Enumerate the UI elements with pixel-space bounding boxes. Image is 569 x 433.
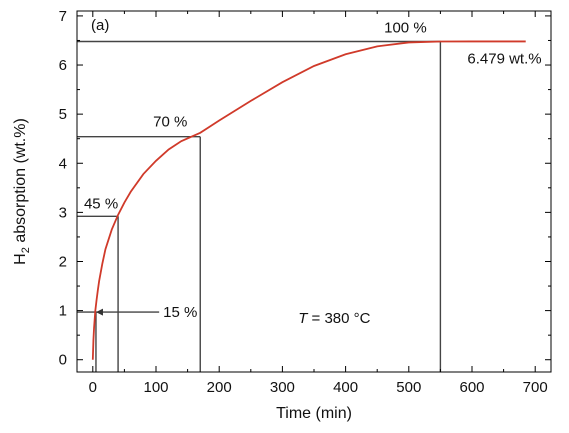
- x-tick-label: 200: [207, 379, 232, 396]
- temperature-variable: T: [298, 310, 309, 327]
- y-tick-label: 7: [59, 8, 67, 25]
- y-axis-title-main: H: [12, 253, 29, 265]
- percent-marker-label: 15 %: [163, 304, 197, 321]
- final-value-label: 6.479 wt.%: [467, 51, 541, 68]
- absorption-curve: [91, 40, 526, 360]
- temperature-value: = 380 °C: [307, 310, 370, 327]
- x-tick-label: 300: [270, 379, 295, 396]
- x-axis-title: Time (min): [276, 405, 352, 422]
- panel-label: (a): [91, 17, 109, 34]
- y-tick-label: 0: [59, 352, 67, 369]
- y-axis-title-rest: absorption (wt.%): [12, 118, 29, 247]
- x-tick-label: 100: [143, 379, 168, 396]
- y-axis-title: H2 absorption (wt.%): [12, 118, 32, 265]
- plot-group: [77, 40, 526, 372]
- percent-marker-label: 100 %: [384, 20, 427, 37]
- percent-marker-label: 45 %: [84, 195, 118, 212]
- y-axis-title-subscript: 2: [20, 247, 32, 253]
- x-tick-label: 500: [396, 379, 421, 396]
- x-tick-label: 400: [333, 379, 358, 396]
- pointer-arrowhead: [95, 308, 103, 316]
- y-tick-label: 3: [59, 204, 67, 221]
- y-tick-label: 2: [59, 253, 67, 270]
- percent-marker-label: 70 %: [153, 114, 187, 131]
- x-tick-label: 0: [89, 379, 97, 396]
- axis-ticks: 0 100 200 300 400 500 600 700 0 1 2 3 4 5 6 7: [59, 8, 551, 396]
- y-tick-label: 4: [59, 155, 67, 172]
- x-tick-label: 700: [523, 379, 548, 396]
- x-tick-label: 600: [459, 379, 484, 396]
- y-tick-label: 1: [59, 303, 67, 320]
- y-tick-label: 6: [59, 57, 67, 74]
- y-tick-label: 5: [59, 106, 67, 123]
- temperature-label: T = 380 °C: [298, 310, 370, 327]
